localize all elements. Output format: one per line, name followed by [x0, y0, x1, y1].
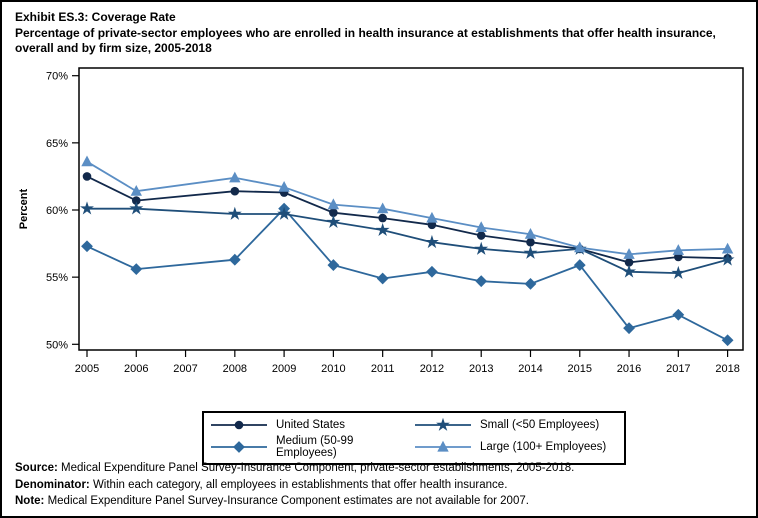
data-point-triangle — [524, 227, 537, 239]
x-tick-label: 2007 — [173, 363, 197, 375]
data-point-diamond — [130, 263, 143, 275]
data-point-diamond — [426, 265, 438, 278]
chart-legend: United States Small (<50 Employees) Medium… — [202, 411, 626, 465]
data-point-star — [671, 265, 686, 280]
data-point-star — [720, 252, 735, 266]
y-tick-label: 60% — [46, 205, 68, 217]
x-tick-label: 2014 — [518, 363, 542, 375]
data-point-triangle — [327, 198, 340, 210]
legend-item: Medium (50-99 Employees) — [210, 435, 414, 459]
y-tick-label: 55% — [46, 272, 68, 284]
legend-item: Small (<50 Employees) — [414, 417, 618, 433]
x-tick-label: 2010 — [321, 363, 345, 375]
data-point-triangle — [278, 180, 290, 192]
legend-marker-star — [415, 417, 471, 431]
data-point-triangle — [376, 202, 389, 214]
data-point-diamond — [475, 275, 488, 288]
data-point-star — [326, 214, 341, 228]
legend-item: Large (100+ Employees) — [414, 435, 618, 459]
plot-area-border — [78, 67, 744, 351]
data-point-circle — [624, 258, 634, 267]
data-point-triangle — [574, 241, 586, 253]
x-tick-label: 2015 — [568, 363, 592, 375]
y-tick-label: 70% — [46, 71, 68, 83]
legend-label: Small (<50 Employees) — [480, 419, 600, 431]
legend-label: Large (100+ Employees) — [480, 441, 607, 453]
data-point-star — [129, 201, 144, 215]
x-tick-label: 2016 — [617, 363, 641, 375]
data-point-triangle — [475, 221, 487, 233]
data-point-star — [277, 206, 292, 220]
legend-marker-triangle — [415, 440, 471, 452]
data-point-triangle — [229, 171, 241, 183]
x-tick-label: 2017 — [666, 363, 690, 375]
y-tick-label: 50% — [46, 339, 68, 351]
data-point-triangle — [81, 155, 93, 167]
data-point-diamond — [573, 259, 586, 271]
y-axis-label: Percent — [18, 188, 30, 230]
data-point-circle — [526, 237, 535, 247]
data-point-star — [622, 264, 636, 278]
x-tick-label: 2006 — [124, 363, 148, 375]
data-point-triangle — [623, 248, 635, 259]
data-point-triangle — [721, 242, 734, 254]
footer-notes: Source: Medical Expenditure Panel Survey… — [15, 460, 574, 510]
data-point-triangle — [130, 184, 142, 196]
data-point-diamond — [228, 253, 241, 266]
data-point-star — [523, 245, 538, 259]
denominator-note: Denominator: Within each category, all e… — [15, 478, 508, 491]
x-tick-label: 2018 — [715, 363, 739, 375]
data-point-circle — [131, 196, 141, 205]
x-tick-label: 2013 — [469, 363, 493, 375]
series-line — [86, 160, 728, 256]
data-point-star — [80, 201, 94, 215]
data-point-circle — [82, 172, 92, 181]
availability-note: Note: Medical Expenditure Panel Survey-I… — [15, 495, 529, 508]
x-tick-label: 2008 — [223, 363, 247, 375]
legend-marker-diamond — [211, 441, 267, 453]
data-point-diamond — [672, 308, 685, 321]
data-point-diamond — [376, 272, 389, 285]
y-tick-label: 65% — [46, 138, 68, 150]
source-note: Source: Medical Expenditure Panel Survey… — [15, 462, 575, 474]
data-point-triangle — [426, 211, 438, 223]
exhibit-subtitle: Percentage of private-sector employees w… — [15, 25, 716, 56]
data-point-star — [474, 241, 489, 255]
x-tick-label: 2009 — [272, 363, 296, 375]
data-point-triangle — [672, 244, 685, 255]
data-point-star — [425, 234, 439, 249]
x-tick-label: 2011 — [371, 363, 395, 375]
data-point-diamond — [81, 240, 93, 253]
data-point-diamond — [721, 334, 734, 347]
title-block: Exhibit ES.3: Coverage Rate Percentage o… — [15, 10, 747, 57]
legend-label: Medium (50-99 Employees) — [276, 435, 354, 459]
exhibit-title: Exhibit ES.3: Coverage Rate — [15, 10, 176, 24]
legend-marker-circle — [211, 420, 267, 430]
series-line — [86, 175, 728, 264]
data-point-diamond — [524, 277, 537, 290]
x-tick-label: 2005 — [75, 363, 99, 375]
data-point-diamond — [623, 322, 635, 335]
data-point-circle — [329, 208, 338, 217]
x-tick-label: 2012 — [420, 363, 444, 375]
legend-item: United States — [210, 417, 414, 433]
data-point-circle — [230, 186, 240, 196]
data-point-diamond — [327, 259, 340, 271]
data-point-star — [375, 222, 390, 237]
legend-label: United States — [276, 419, 346, 431]
data-point-circle — [476, 231, 486, 240]
coverage-rate-line-chart: 70% 65% 60% 55% 50% 2005 2006 2007 2008 2009 2010 2… — [46, 67, 744, 375]
data-point-star — [227, 206, 242, 220]
data-point-circle — [378, 213, 387, 223]
